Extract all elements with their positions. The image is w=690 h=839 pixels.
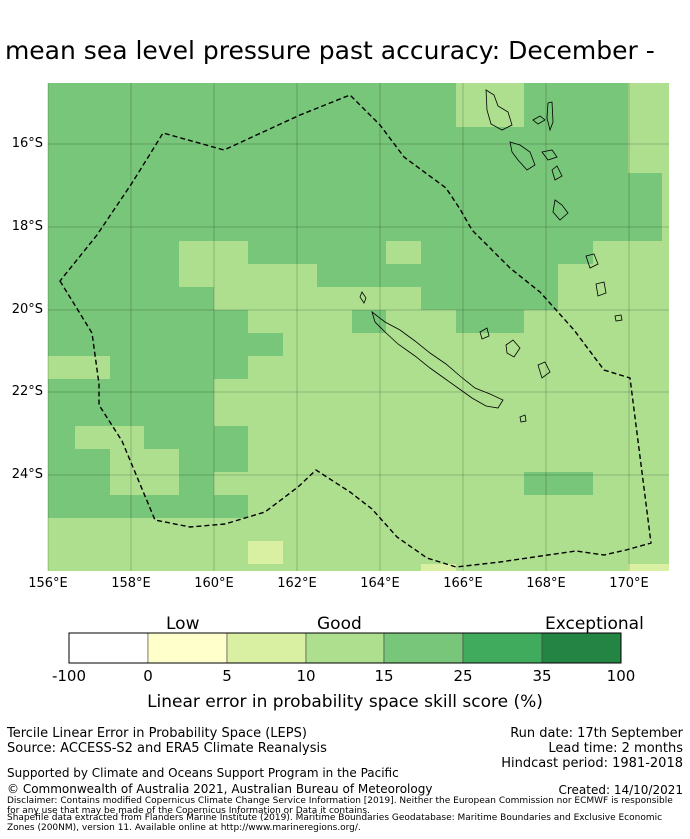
lat-tick-label: 24°S (11, 467, 43, 482)
colorbar-swatch (68, 632, 149, 664)
patch-pale-3 (628, 564, 669, 571)
coastlines (359, 89, 623, 423)
data-source: Source: ACCESS-S2 and ERA5 Climate Reana… (7, 741, 327, 756)
run-date: Run date: 17th September (510, 726, 683, 741)
vanuatu-outline (541, 149, 558, 161)
colorbar-swatch (462, 632, 543, 664)
island-outline (505, 339, 521, 358)
colorbar-swatch (383, 632, 464, 664)
category-exceptional: Exceptional (545, 614, 644, 634)
colorbar-frame (68, 632, 622, 664)
colorbar-swatch (305, 632, 385, 664)
lat-tick-label: 18°S (11, 219, 43, 234)
patch-light-2 (75, 426, 144, 449)
lon-tick-label: 168°E (526, 576, 566, 591)
shapefile-credit: Shapefile data extracted from Flanders M… (7, 813, 663, 833)
colorbar-label: Linear error in probability space skill … (147, 692, 543, 712)
category-good: Good (317, 614, 362, 634)
colorbar-tick-label: 15 (374, 667, 394, 685)
vanuatu-outline (485, 89, 513, 131)
lat-tick-label: 20°S (11, 302, 43, 317)
island-outline (519, 414, 527, 423)
island-outline (595, 281, 607, 297)
vanuatu-outline (546, 101, 554, 132)
colorbar-swatch (226, 632, 307, 664)
patch-light-4 (144, 472, 179, 495)
created-date: Created: 14/10/2021 (558, 783, 683, 797)
colorbar-tick-label: 100 (606, 667, 636, 685)
lead-time: Lead time: 2 months (548, 741, 683, 756)
vanuatu-outline (532, 115, 546, 125)
vanuatu-outline (551, 165, 563, 181)
island-outline (537, 361, 551, 379)
support-note: Supported by Climate and Oceans Support … (7, 766, 399, 780)
patch-dark-1 (524, 472, 593, 495)
lon-tick-label: 164°E (360, 576, 400, 591)
gridlines (47, 83, 669, 571)
patch-pale-2 (421, 564, 456, 571)
lon-tick-label: 162°E (277, 576, 317, 591)
copyright: © Commonwealth of Australia 2021, Austra… (7, 782, 433, 796)
lat-tick-label: 16°S (11, 136, 43, 151)
colorbar-tick-label: 10 (296, 667, 316, 685)
chart-title: ly mean sea level pressure past accuracy… (0, 36, 655, 65)
colorbar-swatch (147, 632, 228, 664)
lon-tick-label: 170°E (609, 576, 649, 591)
lat-tick-label: 22°S (11, 384, 43, 399)
disclaimer: Disclaimer: Contains modified Copernicus… (7, 796, 673, 816)
eez-boundary (59, 94, 652, 568)
lon-tick-label: 158°E (111, 576, 151, 591)
colorbar (68, 632, 622, 664)
vanuatu-outline (509, 141, 536, 171)
colorbar-tick-label: 35 (532, 667, 552, 685)
lon-tick-label: 166°E (443, 576, 483, 591)
island-outline (479, 327, 490, 340)
island-outline (359, 291, 367, 304)
lon-tick-label: 156°E (28, 576, 68, 591)
vanuatu-outline (552, 199, 569, 221)
lon-tick-label: 160°E (194, 576, 234, 591)
colorbar-swatch (541, 632, 622, 664)
patch-light-1 (386, 241, 421, 264)
category-low: Low (166, 614, 200, 634)
island-outline (614, 314, 623, 322)
patch-pale-1 (248, 541, 283, 564)
hindcast-period: Hindcast period: 1981-2018 (501, 756, 683, 771)
metric-name: Tercile Linear Error in Probability Spac… (7, 726, 307, 741)
region-15-25 (48, 83, 662, 518)
new-caledonia-outline (371, 310, 504, 409)
colorbar-tick-label: 0 (143, 667, 153, 685)
island-outline (585, 253, 599, 269)
colorbar-tick-label: 25 (453, 667, 473, 685)
colorbar-tick-label: -100 (51, 667, 87, 685)
colorbar-tick-label: 5 (222, 667, 232, 685)
